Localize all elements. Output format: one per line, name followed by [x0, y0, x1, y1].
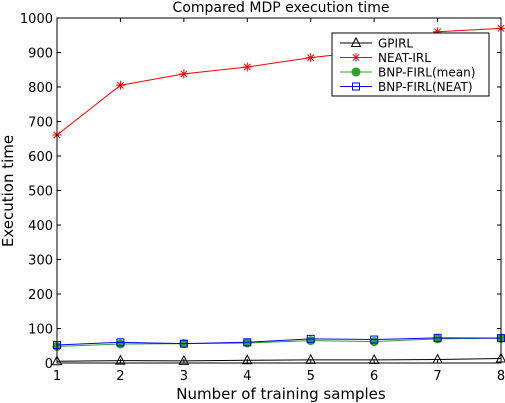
legend-marker [351, 53, 361, 62]
legend-item-bnp-firl-mean: BNP-FIRL(mean) [340, 66, 475, 80]
data-point [306, 336, 316, 346]
chart-title: Compared MDP execution time [173, 0, 390, 16]
axis-ticks: 1 2 3 4 5 6 7 8 0 100 200 300 400 500 600 700 800 900 1000 [20, 12, 505, 384]
legend-marker [352, 82, 360, 91]
y-tick-label: 900 [28, 47, 53, 62]
y-tick-label: 300 [28, 254, 53, 269]
y-tick-label: 100 [28, 323, 53, 338]
y-tick-label: 600 [28, 150, 53, 165]
x-tick-label: 3 [180, 369, 188, 384]
y-tick-label: 400 [28, 219, 53, 234]
series-line [56, 337, 502, 347]
data-point [116, 338, 125, 347]
data-point [178, 354, 190, 365]
x-tick-label: 8 [497, 369, 505, 384]
x-tick-label: 2 [116, 369, 124, 384]
x-tick-label: 1 [53, 369, 61, 384]
data-point [433, 27, 443, 37]
y-tick-label: 200 [28, 288, 53, 303]
data-point [115, 80, 125, 90]
data-point [179, 339, 188, 348]
data-point [369, 337, 379, 347]
data-point [306, 53, 316, 63]
data-point [242, 62, 252, 72]
legend-marker [350, 36, 362, 47]
legend-marker [351, 67, 361, 77]
y-tick-label: 1000 [20, 12, 53, 27]
data-point [51, 355, 63, 366]
legend-label: BNP-FIRL(mean) [378, 66, 475, 80]
data-point [306, 334, 315, 343]
data-point [179, 69, 189, 79]
x-axis-label: Number of training samples [176, 385, 386, 403]
legend-label: GPIRL [378, 37, 413, 51]
data-point [115, 339, 125, 349]
y-tick-label: 0 [45, 357, 53, 372]
legend-item-gpirl: GPIRL [340, 37, 413, 51]
data-point [243, 338, 252, 347]
x-tick-label: 7 [433, 369, 441, 384]
legend-label: NEAT-IRL [378, 51, 431, 65]
y-tick-label: 700 [28, 116, 53, 131]
series-line [56, 358, 502, 362]
x-tick-label: 4 [243, 369, 251, 384]
y-axis-label: Execution time [0, 135, 17, 247]
legend-label: BNP-FIRL(NEAT) [378, 80, 473, 94]
legend-item-neat-irl: NEAT-IRL [340, 51, 431, 65]
legend: GPIRLNEAT-IRLBNP-FIRL(mean)BNP-FIRL(NEAT… [331, 32, 490, 97]
data-point [241, 354, 253, 365]
data-point [433, 333, 442, 342]
y-tick-label: 500 [28, 185, 53, 200]
data-point [115, 354, 126, 365]
x-tick-label: 6 [370, 369, 378, 384]
y-tick-label: 800 [28, 81, 53, 96]
data-point [370, 335, 379, 344]
legend-item-bnp-firl-neat: BNP-FIRL(NEAT) [340, 80, 473, 94]
x-tick-label: 5 [307, 369, 315, 384]
series-line [56, 337, 502, 346]
